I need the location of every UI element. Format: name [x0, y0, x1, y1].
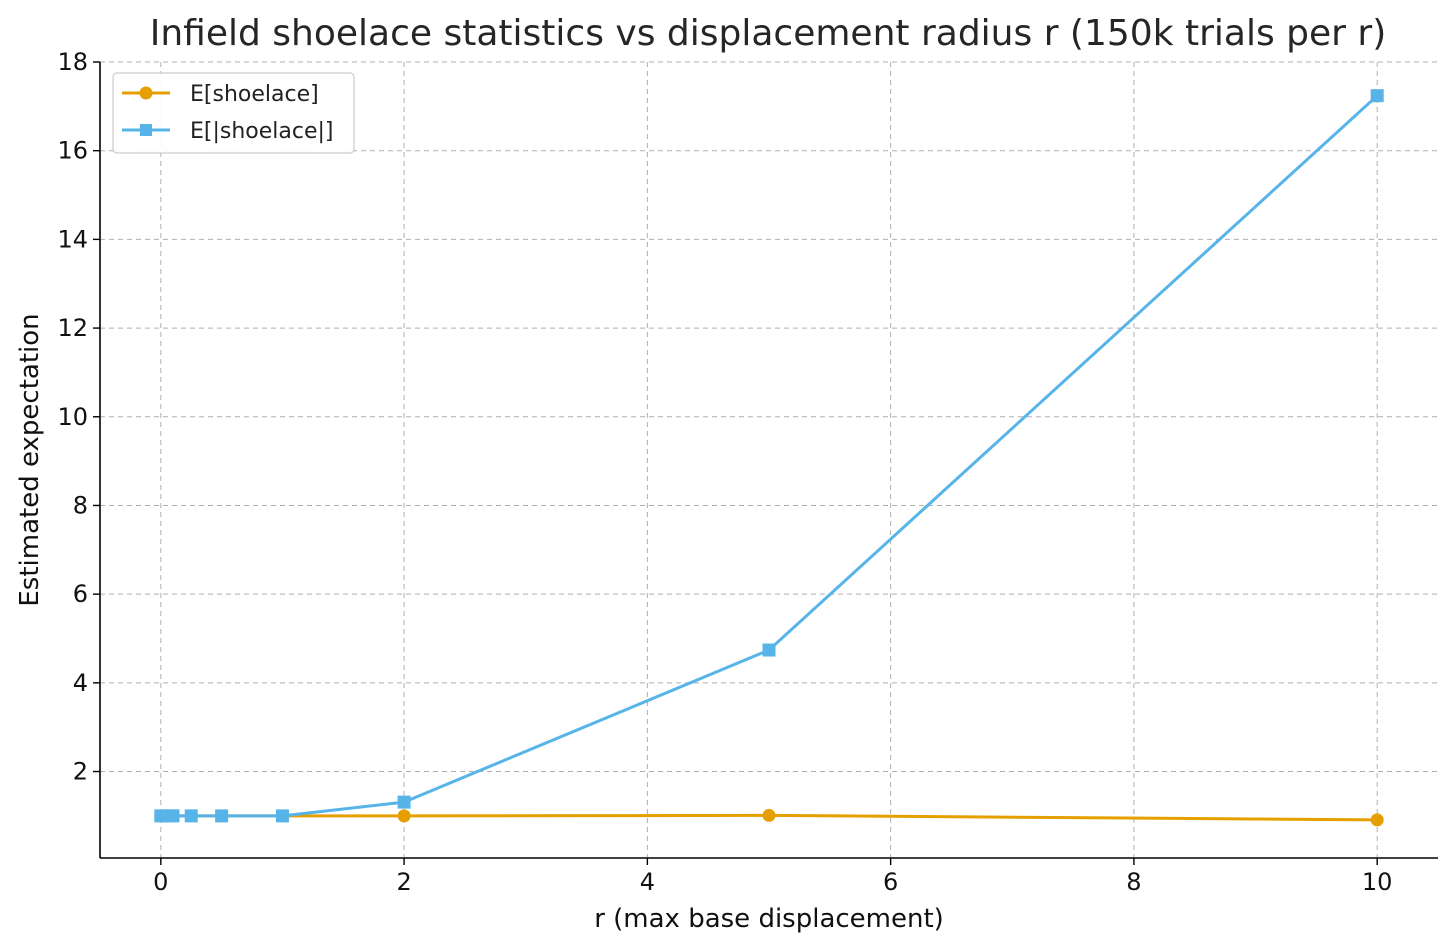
legend: E[shoelace] E[|shoelace|] — [112, 72, 355, 154]
legend-label-e-abs-shoelace: E[|shoelace|] — [190, 119, 334, 144]
y-tick-label: 2 — [73, 758, 88, 786]
legend-frame — [112, 72, 355, 154]
y-tick-label: 6 — [73, 580, 88, 608]
series-layer — [154, 89, 1384, 827]
series-e-abs-shoelace — [154, 89, 1384, 823]
legend-marker-e-abs-shoelace — [140, 124, 152, 136]
x-tick-label: 10 — [1362, 868, 1393, 896]
data-point — [397, 795, 411, 809]
x-tick-label: 4 — [640, 868, 655, 896]
data-point — [762, 808, 776, 822]
grid — [100, 61, 1438, 858]
x-tick-label: 6 — [883, 868, 898, 896]
y-tick-label: 16 — [57, 137, 88, 165]
y-tick-label: 10 — [57, 403, 88, 431]
data-point — [215, 809, 229, 823]
legend-marker-e-shoelace — [139, 86, 153, 100]
x-tick-label: 8 — [1126, 868, 1141, 896]
chart-title: Infield shoelace statistics vs displacem… — [150, 13, 1387, 54]
y-tick-label: 18 — [57, 48, 88, 76]
legend-label-e-shoelace: E[shoelace] — [190, 82, 319, 107]
data-point — [275, 809, 289, 823]
x-axis-label: r (max base displacement) — [594, 904, 944, 934]
y-tick-label: 8 — [73, 491, 88, 519]
y-tick-label: 12 — [57, 314, 88, 342]
y-tick-label: 4 — [73, 669, 88, 697]
x-tick-label: 2 — [396, 868, 411, 896]
data-point — [762, 643, 776, 657]
tick-layer: 0 2 4 6 8 10 2 4 6 8 10 12 14 16 18 — [57, 48, 1392, 896]
data-point — [397, 809, 411, 823]
series-line-e-abs-shoelace — [160, 94, 1379, 818]
x-tick-label: 0 — [153, 868, 168, 896]
series-e-shoelace — [154, 808, 1384, 827]
data-point — [1370, 89, 1384, 103]
y-axis-label: Estimated expectation — [15, 313, 45, 606]
data-point — [184, 809, 198, 823]
data-point — [166, 809, 180, 823]
data-point — [1370, 813, 1384, 827]
y-tick-label: 14 — [57, 225, 88, 253]
